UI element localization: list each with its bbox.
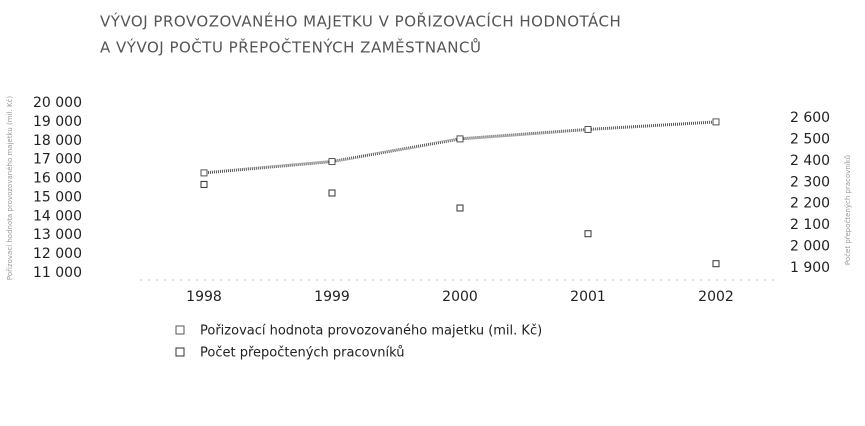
x-tick-label: 2000	[442, 289, 478, 305]
series-line	[203, 120, 717, 175]
y-tick-label: 14 000	[33, 208, 82, 224]
y-tick-label: 16 000	[33, 171, 82, 187]
y2-tick-label: 2 300	[790, 174, 830, 190]
point-marker	[584, 230, 592, 238]
point-marker	[456, 204, 464, 212]
point-marker	[200, 180, 208, 188]
y-tick-label: 11 000	[33, 265, 82, 281]
y-tick-label: 20 000	[33, 95, 82, 111]
x-tick-label: 2001	[570, 289, 606, 305]
legend-marker	[175, 347, 185, 357]
y2-tick-label: 2 500	[790, 131, 830, 147]
x-tick-label: 1998	[186, 289, 222, 305]
y-tick-label: 13 000	[33, 227, 82, 243]
y-tick-label: 12 000	[33, 246, 82, 262]
point-marker	[456, 135, 464, 143]
x-tick-label: 2002	[698, 289, 734, 305]
point-marker	[712, 118, 720, 126]
y2-tick-label: 2 000	[790, 239, 830, 255]
point-marker	[200, 169, 208, 177]
point-marker	[712, 260, 720, 268]
legend-marker	[175, 325, 185, 335]
chart-title: VÝVOJ PROVOZOVANÉHO MAJETKU V POŘIZOVACÍ…	[100, 12, 621, 31]
chart-title: A VÝVOJ POČTU PŘEPOČTENÝCH ZAMĚSTNANCŮ	[100, 38, 481, 57]
point-marker	[584, 125, 592, 133]
y2-tick-label: 2 400	[790, 153, 830, 169]
x-tick-label: 1999	[314, 289, 350, 305]
y-tick-label: 18 000	[33, 133, 82, 149]
y-axis-label: Pořizovací hodnota provozovaného majetku…	[6, 96, 14, 281]
y2-tick-label: 2 100	[790, 217, 830, 233]
y-tick-label: 17 000	[33, 152, 82, 168]
legend-label: Pořizovací hodnota provozovaného majetku…	[200, 324, 542, 339]
y2-tick-label: 2 200	[790, 196, 830, 212]
point-marker	[328, 189, 336, 197]
y2-tick-label: 2 600	[790, 110, 830, 126]
y-tick-label: 15 000	[33, 189, 82, 205]
y2-axis-label: Počet přepočtených pracovníků	[844, 155, 852, 265]
point-marker	[328, 158, 336, 166]
y2-tick-label: 1 900	[790, 260, 830, 276]
legend-label: Počet přepočtených pracovníků	[200, 346, 405, 361]
y-tick-label: 19 000	[33, 114, 82, 130]
